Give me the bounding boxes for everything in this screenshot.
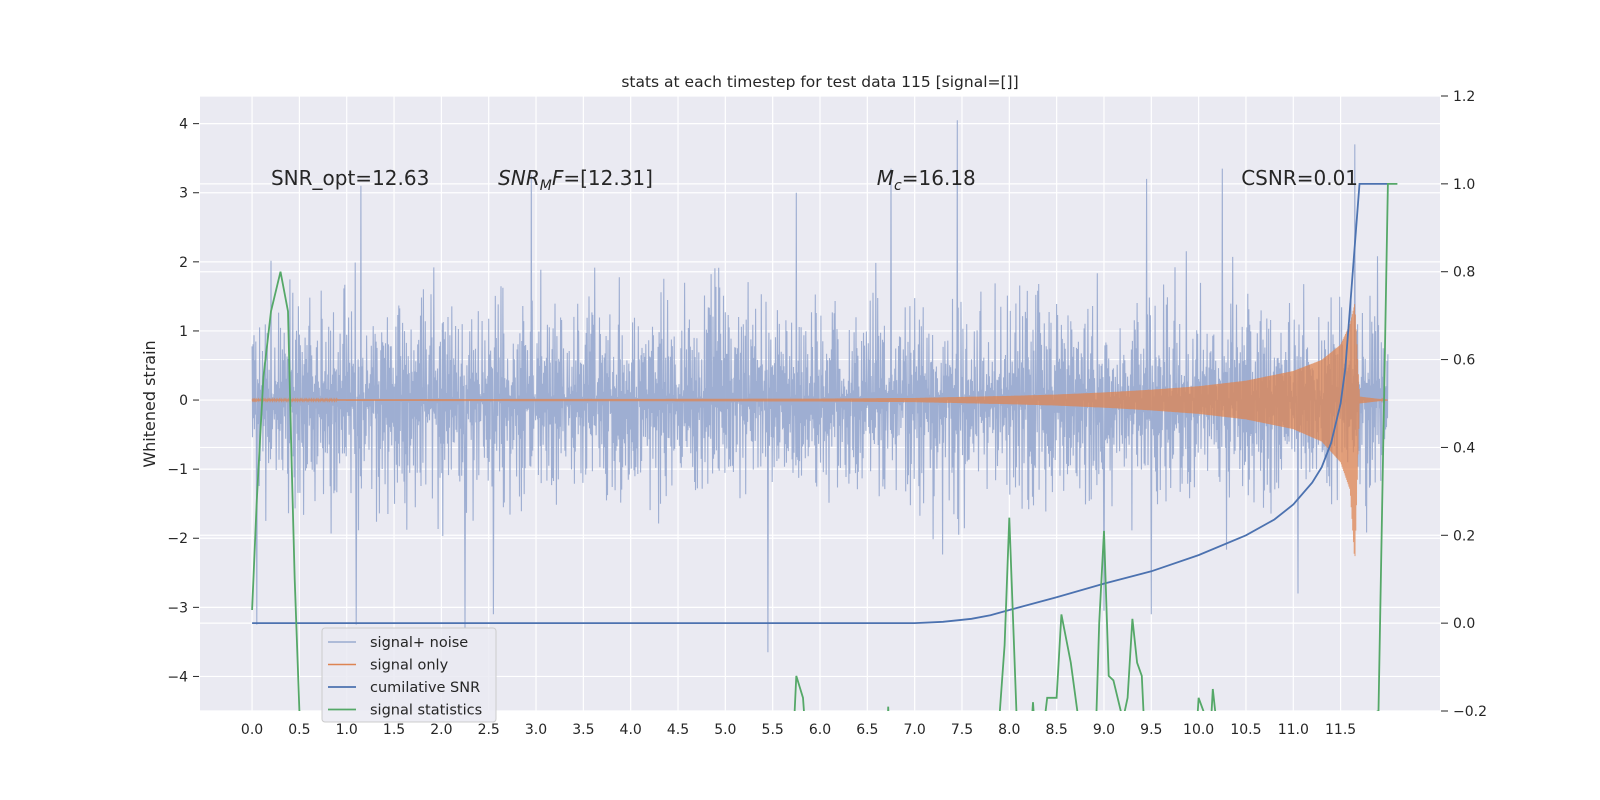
legend-entry-label: signal+ noise — [370, 635, 468, 651]
y-tick-label: 4 — [179, 117, 188, 133]
y2-tick-label: −0.2 — [1453, 704, 1487, 720]
x-tick-label: 11.5 — [1325, 722, 1356, 738]
y2-tick-label: 1.2 — [1453, 89, 1475, 105]
legend-entry-label: signal only — [370, 658, 449, 674]
y2-tick-label: 0.8 — [1453, 265, 1475, 281]
x-tick-label: 1.5 — [383, 722, 405, 738]
y2-tick-label: 0.0 — [1453, 616, 1475, 632]
y-tick-label: −2 — [167, 531, 188, 547]
y2-tick-label: 1.0 — [1453, 177, 1475, 193]
annotation-snr_mf: SNRMF=[12.31] — [498, 166, 653, 194]
x-tick-label: 3.0 — [525, 722, 547, 738]
annotation-subscript: c — [894, 178, 902, 194]
x-tick-label: 10.5 — [1230, 722, 1261, 738]
x-tick-label: 9.0 — [1093, 722, 1115, 738]
x-tick-label: 0.5 — [288, 722, 310, 738]
x-tick-label: 0.0 — [241, 722, 263, 738]
x-tick-label: 5.5 — [762, 722, 784, 738]
y2-tick-label: 0.2 — [1453, 528, 1475, 544]
y2-tick-label: 0.4 — [1453, 440, 1475, 456]
x-tick-label: 11.0 — [1278, 722, 1309, 738]
x-tick-label: 7.5 — [951, 722, 973, 738]
x-tick-label: 6.0 — [809, 722, 831, 738]
plot-series-group — [251, 120, 1398, 711]
annotation-mc: Mc=16.18 — [877, 166, 976, 194]
x-tick-label: 4.5 — [667, 722, 689, 738]
x-tick-label: 9.5 — [1140, 722, 1162, 738]
x-tick-label: 6.5 — [856, 722, 878, 738]
y2-tick-label: 0.6 — [1453, 353, 1475, 369]
chart-title: stats at each timestep for test data 115… — [621, 73, 1018, 91]
x-tick-label: 2.5 — [478, 722, 500, 738]
annotations: SNR_opt=12.63 SNRMF=[12.31] Mc=16.18 CSNR=0… — [271, 166, 1358, 194]
signal-only-line — [251, 304, 1389, 557]
y-tick-label: 2 — [179, 255, 188, 271]
y-tick-label: 0 — [179, 393, 188, 409]
x-tick-label: 2.0 — [430, 722, 452, 738]
legend-entry-label: signal statistics — [370, 703, 482, 719]
annotation-snr_opt: SNR_opt=12.63 — [271, 166, 429, 190]
x-tick-label: 8.5 — [1046, 722, 1068, 738]
legend-entry-label: cumilative SNR — [370, 680, 480, 696]
annotation-italic-suffix: F — [552, 166, 564, 190]
signal-statistics-line — [251, 183, 1398, 711]
x-tick-label: 5.0 — [714, 722, 736, 738]
x-tick-label: 1.0 — [336, 722, 358, 738]
y-tick-label: −3 — [167, 600, 188, 616]
tick-layer: 0.0 0.5 1.0 1.5 2.0 2.5 3.0 3.5 4.0 4.5 5.0 5.5 6.0 6… — [167, 89, 1487, 738]
y-axis-label: Whitened strain — [140, 340, 159, 467]
x-tick-label: 4.0 — [620, 722, 642, 738]
annotation-italic: SNR — [498, 166, 540, 190]
y-tick-label: −4 — [167, 669, 188, 685]
legend: signal+ noise signal only cumilative SNR si… — [321, 627, 497, 723]
x-tick-label: 10.0 — [1183, 722, 1214, 738]
x-tick-label: 7.0 — [904, 722, 926, 738]
y-tick-label: 1 — [179, 324, 188, 340]
x-tick-label: 8.0 — [998, 722, 1020, 738]
legend-box — [321, 627, 497, 723]
y-tick-label: −1 — [167, 462, 188, 478]
annotation-rest: =[12.31] — [563, 166, 653, 190]
cumulative-snr-line — [252, 183, 1388, 624]
annotation-subscript: M — [540, 178, 552, 194]
annotation-italic: M — [877, 166, 894, 190]
annotation-rest: =16.18 — [902, 166, 976, 190]
x-tick-label: 3.5 — [572, 722, 594, 738]
y-tick-label: 3 — [179, 186, 188, 202]
annotation-csnr: CSNR=0.01 — [1241, 166, 1358, 190]
